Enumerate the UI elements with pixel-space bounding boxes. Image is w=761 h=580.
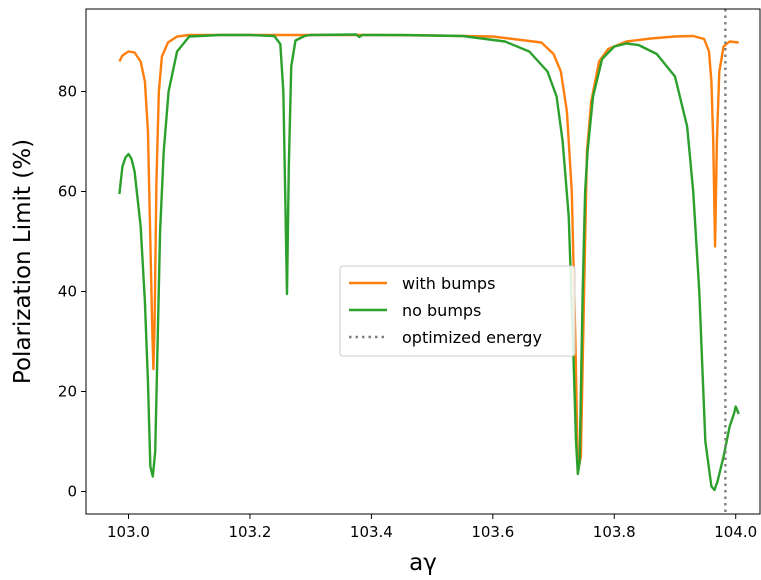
legend-label-with-bumps: with bumps [402,274,495,293]
ticks-layer: 103.0 103.2 103.4 103.6 103.8 104.0 0 20 40 60 80 [58,83,757,542]
x-tick-label: 103.4 [350,523,393,541]
series-layer [118,9,740,514]
y-tick-label: 20 [58,383,77,401]
legend: with bumps no bumps optimized energy [339,265,576,357]
x-tick-label: 103.2 [228,523,271,541]
plot-frame [85,8,761,515]
x-tick-label: 104.0 [714,523,757,541]
y-tick-label: 0 [67,483,77,501]
y-tick-label: 40 [58,283,77,301]
y-axis-label: Polarization Limit (%) [10,139,36,384]
legend-label-no-bumps: no bumps [402,301,481,320]
series-no-bumps [118,33,740,492]
x-tick-label: 103.6 [471,523,514,541]
y-tick-label: 80 [58,83,77,101]
x-tick-label: 103.0 [107,523,150,541]
legend-label-optimized-energy: optimized energy [402,328,542,347]
legend-box [339,265,576,357]
y-tick-label: 60 [58,183,77,201]
x-axis-label: aγ [409,550,437,576]
x-tick-label: 103.8 [593,523,636,541]
series-with-bumps [118,33,739,473]
